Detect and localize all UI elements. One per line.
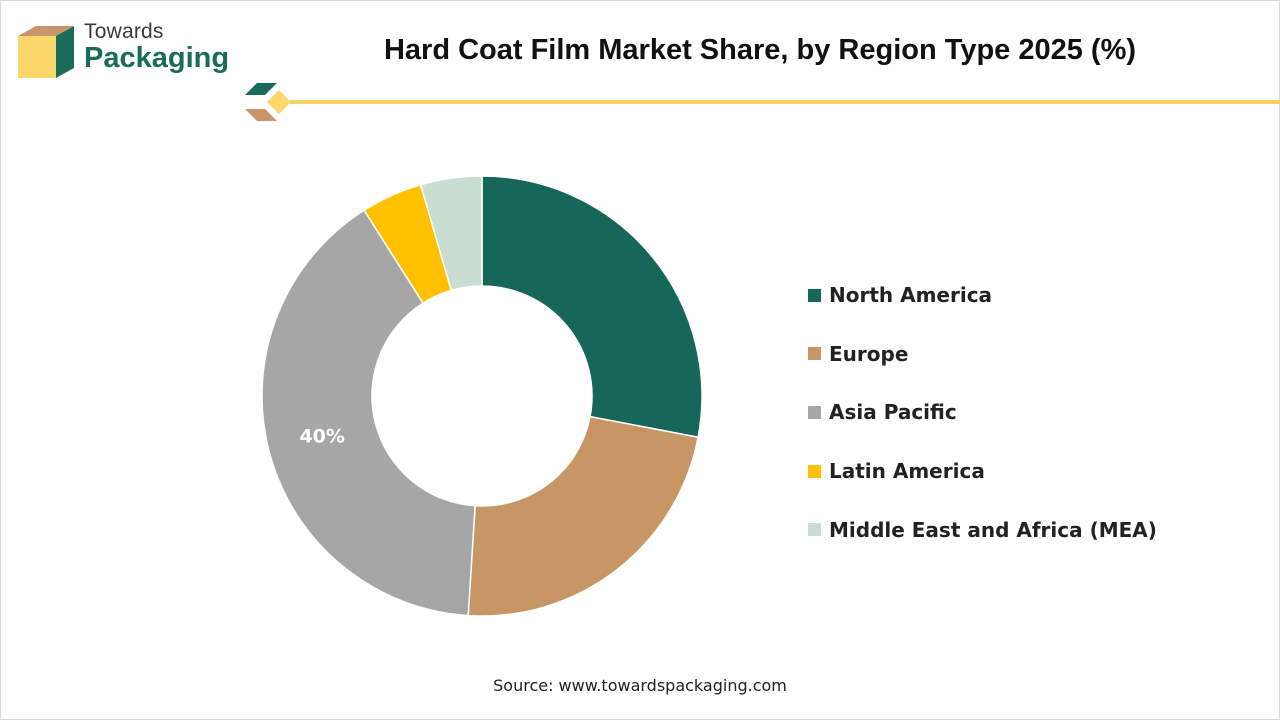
legend-item: Latin America [808,442,1157,501]
legend-item: Asia Pacific [808,383,1157,442]
brand-name-line2: Packaging [84,42,230,74]
legend-item: North America [808,266,1157,325]
legend-swatch [808,523,821,537]
legend-label: North America [829,283,993,308]
legend-label: Asia Pacific [829,400,957,425]
donut-slice-asia-pacific [261,209,476,617]
donut-slice-europe [467,415,699,617]
chart-legend: North America Europe Asia Pacific Latin Ame… [808,266,1157,559]
legend-label: Latin America [829,459,985,484]
legend-swatch [808,288,821,302]
donut-slice-north-america [481,175,703,439]
source-note: Source: www.towardspackaging.com [493,676,787,695]
brand-logo: Towards Packaging [16,20,246,84]
title-underline [290,100,1280,104]
data-label-asia-pacific: 40% [299,426,344,448]
legend-swatch [808,347,821,361]
legend-swatch [808,464,821,478]
legend-label: Europe [829,341,909,366]
legend-item: Middle East and Africa (MEA) [808,500,1157,559]
divider-diamond-icon [245,83,291,121]
brand-name-line1: Towards [84,20,164,43]
legend-label: Middle East and Africa (MEA) [829,517,1157,542]
donut-slice-middle-east-and-africa-mea [419,175,483,292]
legend-item: Europe [808,325,1157,384]
chart-title: Hard Coat Film Market Share, by Region T… [383,34,1137,66]
box-icon [18,26,74,78]
legend-swatch [808,405,821,419]
